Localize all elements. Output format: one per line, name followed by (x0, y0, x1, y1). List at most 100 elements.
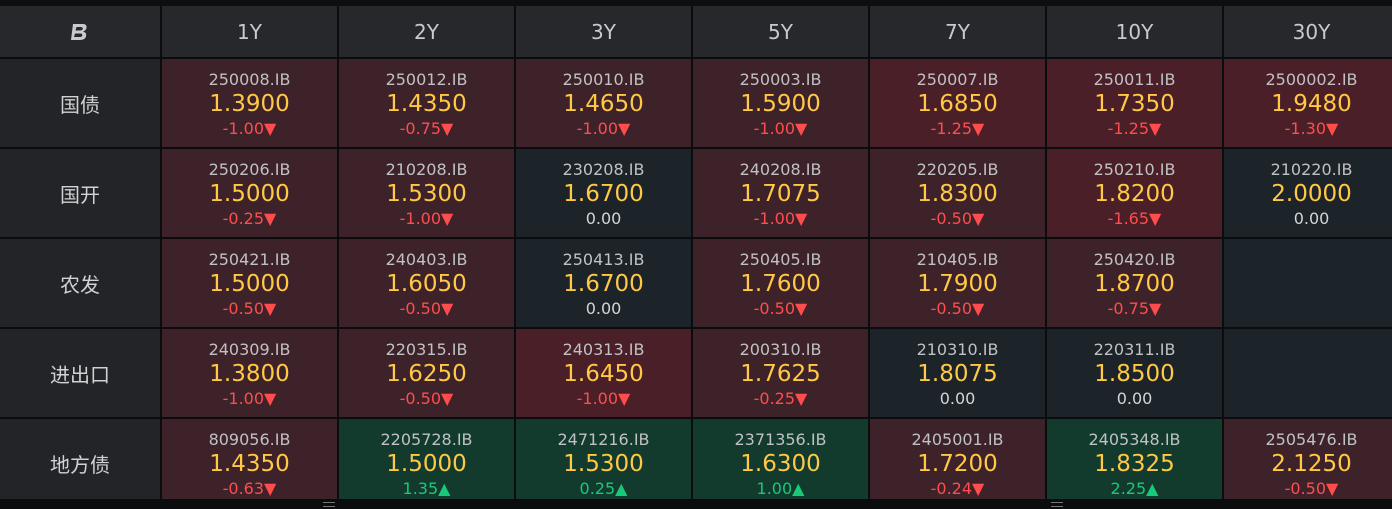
bond-quote-cell[interactable]: 250210.IB 1.8200 -1.65▼ (1047, 149, 1222, 237)
bond-code: 240309.IB (208, 339, 291, 359)
bond-yield: 1.5900 (740, 90, 821, 117)
yield-change: -0.50▼ (753, 298, 808, 318)
bond-quote-cell[interactable]: 250003.IB 1.5900 -1.00▼ (693, 59, 868, 147)
column-header-3y[interactable]: 3Y (516, 6, 691, 57)
row-label: 国债 (0, 59, 160, 147)
yield-change: -0.75▼ (1107, 298, 1162, 318)
bond-quote-cell[interactable]: 210310.IB 1.8075 0.00 (870, 329, 1045, 417)
bond-quote-cell[interactable]: 210208.IB 1.5300 -1.00▼ (339, 149, 514, 237)
bond-quote-cell[interactable]: 230208.IB 1.6700 0.00 (516, 149, 691, 237)
yield-change: -1.65▼ (1107, 208, 1162, 228)
bond-yield: 1.5300 (386, 180, 467, 207)
bond-yield: 1.5300 (563, 450, 644, 477)
bond-code: 210405.IB (916, 249, 999, 269)
bond-yield: 2.1250 (1271, 450, 1352, 477)
yield-change: -0.50▼ (930, 208, 985, 228)
resize-handle-left[interactable] (323, 502, 335, 507)
yield-change: -0.75▼ (399, 118, 454, 138)
bond-code: 2505476.IB (1265, 429, 1358, 449)
bond-yield: 1.5000 (386, 450, 467, 477)
row-label: 农发 (0, 239, 160, 327)
bond-quote-cell[interactable]: 250007.IB 1.6850 -1.25▼ (870, 59, 1045, 147)
bond-quote-cell[interactable]: 250420.IB 1.8700 -0.75▼ (1047, 239, 1222, 327)
empty-cell (1224, 329, 1392, 417)
bond-quote-cell[interactable]: 2471216.IB 1.5300 0.25▲ (516, 419, 691, 507)
yield-change: -0.50▼ (930, 298, 985, 318)
bond-code: 250206.IB (208, 159, 291, 179)
bond-yield: 1.7625 (740, 360, 821, 387)
resize-handle-right[interactable] (1051, 502, 1063, 507)
row-label: 国开 (0, 149, 160, 237)
bond-quote-cell[interactable]: 210220.IB 2.0000 0.00 (1224, 149, 1392, 237)
bond-quote-cell[interactable]: 250010.IB 1.4650 -1.00▼ (516, 59, 691, 147)
yield-change: 0.00 (1116, 388, 1153, 408)
bond-yield: 1.7900 (917, 270, 998, 297)
bond-quote-cell[interactable]: 250012.IB 1.4350 -0.75▼ (339, 59, 514, 147)
yield-change: 1.35▲ (402, 478, 451, 498)
yield-change: 0.00 (1293, 208, 1330, 228)
column-header-7y[interactable]: 7Y (870, 6, 1045, 57)
bond-quote-cell[interactable]: 240208.IB 1.7075 -1.00▼ (693, 149, 868, 237)
bond-yield: 1.6700 (563, 180, 644, 207)
bond-code: 250210.IB (1093, 159, 1176, 179)
column-header-5y[interactable]: 5Y (693, 6, 868, 57)
bond-code: 250413.IB (562, 249, 645, 269)
bond-code: 250012.IB (385, 69, 468, 89)
bond-yield: 1.7200 (917, 450, 998, 477)
bond-quote-cell[interactable]: 220205.IB 1.8300 -0.50▼ (870, 149, 1045, 237)
bond-quote-cell[interactable]: 240313.IB 1.6450 -1.00▼ (516, 329, 691, 417)
bond-code: 220205.IB (916, 159, 999, 179)
bond-quote-cell[interactable]: 250008.IB 1.3900 -1.00▼ (162, 59, 337, 147)
bond-quote-cell[interactable]: 2205728.IB 1.5000 1.35▲ (339, 419, 514, 507)
yield-change: -0.63▼ (222, 478, 277, 498)
bond-quote-cell[interactable]: 200310.IB 1.7625 -0.25▼ (693, 329, 868, 417)
bond-quote-cell[interactable]: 240309.IB 1.3800 -1.00▼ (162, 329, 337, 417)
yield-change: -1.00▼ (753, 118, 808, 138)
bond-code: 2471216.IB (557, 429, 650, 449)
bond-yield: 1.4350 (209, 450, 290, 477)
bond-quote-cell[interactable]: 220311.IB 1.8500 0.00 (1047, 329, 1222, 417)
bond-yield: 1.4350 (386, 90, 467, 117)
bond-quote-cell[interactable]: 2500002.IB 1.9480 -1.30▼ (1224, 59, 1392, 147)
yield-change: 0.00 (939, 388, 976, 408)
bond-quote-cell[interactable]: 250011.IB 1.7350 -1.25▼ (1047, 59, 1222, 147)
bond-code: 210208.IB (385, 159, 468, 179)
bond-code: 2371356.IB (734, 429, 827, 449)
bond-quote-cell[interactable]: 240403.IB 1.6050 -0.50▼ (339, 239, 514, 327)
bond-code: 809056.IB (208, 429, 291, 449)
bond-yield: 1.3800 (209, 360, 290, 387)
bond-quote-cell[interactable]: 210405.IB 1.7900 -0.50▼ (870, 239, 1045, 327)
bond-quote-cell[interactable]: 250405.IB 1.7600 -0.50▼ (693, 239, 868, 327)
yield-change: -0.24▼ (930, 478, 985, 498)
bond-quote-cell[interactable]: 220315.IB 1.6250 -0.50▼ (339, 329, 514, 417)
column-header-10y[interactable]: 10Y (1047, 6, 1222, 57)
bond-quote-cell[interactable]: 250206.IB 1.5000 -0.25▼ (162, 149, 337, 237)
bond-yield: 2.0000 (1271, 180, 1352, 207)
column-header-2y[interactable]: 2Y (339, 6, 514, 57)
column-header-1y[interactable]: 1Y (162, 6, 337, 57)
bond-yield: 1.8300 (917, 180, 998, 207)
bond-quote-cell[interactable]: 250413.IB 1.6700 0.00 (516, 239, 691, 327)
bond-code: 240313.IB (562, 339, 645, 359)
bond-yield: 1.5000 (209, 180, 290, 207)
bond-code: 250003.IB (739, 69, 822, 89)
bond-yield: 1.6250 (386, 360, 467, 387)
yield-change: -0.25▼ (753, 388, 808, 408)
bond-yield: 1.6050 (386, 270, 467, 297)
bond-code: 210220.IB (1270, 159, 1353, 179)
yield-change: -1.25▼ (930, 118, 985, 138)
bond-quote-cell[interactable]: 250421.IB 1.5000 -0.50▼ (162, 239, 337, 327)
bond-code: 250008.IB (208, 69, 291, 89)
bond-yield: 1.6300 (740, 450, 821, 477)
yield-change: 0.00 (585, 298, 622, 318)
bond-quote-cell[interactable]: 2405348.IB 1.8325 2.25▲ (1047, 419, 1222, 507)
bond-yield: 1.9480 (1271, 90, 1352, 117)
bond-yield: 1.7600 (740, 270, 821, 297)
bond-quote-cell[interactable]: 2505476.IB 2.1250 -0.50▼ (1224, 419, 1392, 507)
yield-change: 2.25▲ (1110, 478, 1159, 498)
column-header-30y[interactable]: 30Y (1224, 6, 1392, 57)
bond-quote-cell[interactable]: 2405001.IB 1.7200 -0.24▼ (870, 419, 1045, 507)
bond-code: 2500002.IB (1265, 69, 1358, 89)
bond-quote-cell[interactable]: 2371356.IB 1.6300 1.00▲ (693, 419, 868, 507)
bond-quote-cell[interactable]: 809056.IB 1.4350 -0.63▼ (162, 419, 337, 507)
